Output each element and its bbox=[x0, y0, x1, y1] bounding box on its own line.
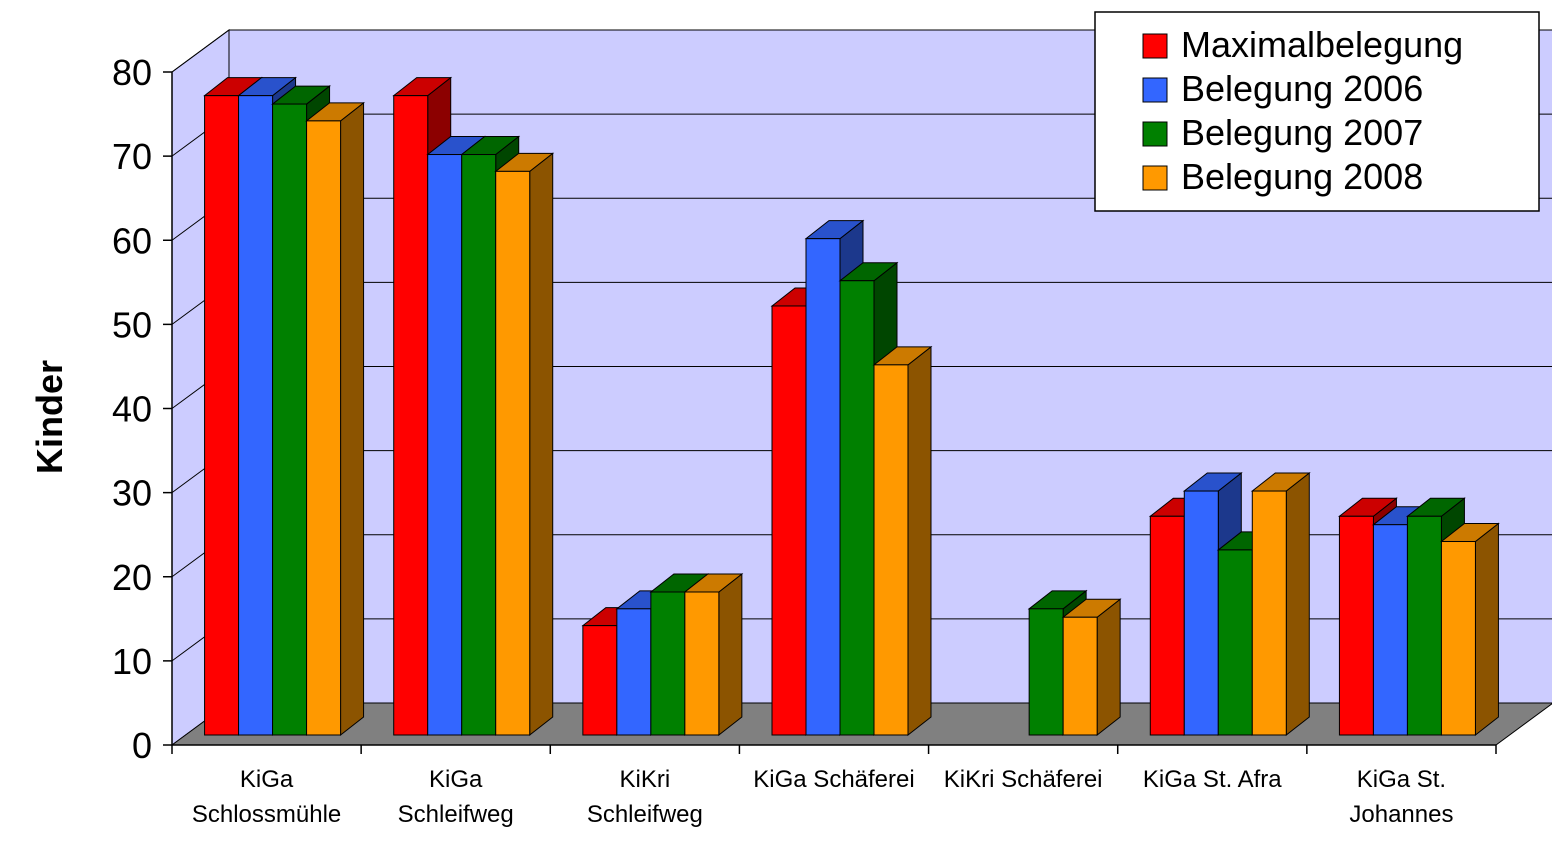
bar bbox=[874, 347, 931, 735]
bar bbox=[1252, 473, 1309, 735]
legend-label: Belegung 2006 bbox=[1181, 68, 1423, 109]
bar-front bbox=[496, 171, 530, 735]
x-tick-label: KiKri Schäferei bbox=[944, 766, 1103, 793]
bar-front bbox=[1184, 491, 1218, 735]
bar-front bbox=[462, 155, 496, 735]
legend-swatch bbox=[1143, 78, 1167, 102]
bar-front bbox=[307, 121, 341, 735]
bar-front bbox=[772, 306, 806, 735]
bar bbox=[496, 153, 553, 735]
bar-front bbox=[1252, 491, 1286, 735]
legend-label: Belegung 2007 bbox=[1181, 112, 1423, 153]
x-tick-label: KiGa Schleifweg bbox=[398, 766, 514, 828]
bar-front bbox=[840, 281, 874, 735]
bar-front bbox=[685, 592, 719, 735]
bar-front bbox=[1029, 609, 1063, 735]
bar-front bbox=[1373, 525, 1407, 735]
y-tick-label: 30 bbox=[112, 473, 152, 514]
y-tick-label: 70 bbox=[112, 136, 152, 177]
bar-side bbox=[530, 153, 553, 735]
bar-side bbox=[341, 103, 364, 735]
bar-front bbox=[273, 104, 307, 735]
bar-front bbox=[651, 592, 685, 735]
bar-front bbox=[617, 609, 651, 735]
bar-front bbox=[394, 96, 428, 735]
y-tick-label: 0 bbox=[132, 725, 152, 766]
bar-front bbox=[205, 96, 239, 735]
bar-side bbox=[1286, 473, 1309, 735]
x-tick-label: KiGa Schäferei bbox=[753, 766, 914, 793]
bar-front bbox=[806, 239, 840, 735]
bar-front bbox=[583, 626, 617, 735]
bar bbox=[1063, 599, 1120, 735]
y-tick-labels: 0 10 20 30 40 50 60 70 80 bbox=[112, 52, 152, 766]
bar-side bbox=[719, 574, 742, 735]
y-tick-label: 80 bbox=[112, 52, 152, 93]
x-tick-labels: KiGa Schlossmühle KiGa Schleifweg KiKri Schle… bbox=[192, 766, 1454, 828]
y-tick-label: 60 bbox=[112, 220, 152, 261]
legend-swatch bbox=[1143, 166, 1167, 190]
x-tick-label: KiGa St. Johannes bbox=[1349, 766, 1453, 828]
bar-front bbox=[1407, 516, 1441, 735]
y-tick-label: 10 bbox=[112, 641, 152, 682]
legend-label: Belegung 2008 bbox=[1181, 156, 1423, 197]
bar-front bbox=[239, 96, 273, 735]
y-tick-label: 40 bbox=[112, 389, 152, 430]
bar-front bbox=[1218, 550, 1252, 735]
bar-front bbox=[1441, 542, 1475, 735]
y-tick-label: 20 bbox=[112, 557, 152, 598]
y-tick-label: 50 bbox=[112, 304, 152, 345]
bar-front bbox=[1063, 617, 1097, 735]
bar bbox=[1441, 524, 1498, 735]
x-tick-label: KiKri Schleifweg bbox=[587, 766, 703, 828]
legend-swatch bbox=[1143, 34, 1167, 58]
bar bbox=[685, 574, 742, 735]
bar-side bbox=[908, 347, 931, 735]
bar-front bbox=[428, 155, 462, 735]
bar-front bbox=[1339, 516, 1373, 735]
legend-swatch bbox=[1143, 122, 1167, 146]
bar bbox=[307, 103, 364, 735]
y-axis-label: Kinder bbox=[29, 360, 70, 474]
x-tick-label: KiGa St. Afra bbox=[1143, 766, 1282, 793]
bar-front bbox=[1150, 516, 1184, 735]
bar-side bbox=[1097, 599, 1120, 735]
legend-label: Maximalbelegung bbox=[1181, 24, 1463, 65]
x-tick-label: KiGa Schlossmühle bbox=[192, 766, 341, 828]
bar-front bbox=[874, 365, 908, 735]
bar-side bbox=[1475, 524, 1498, 735]
